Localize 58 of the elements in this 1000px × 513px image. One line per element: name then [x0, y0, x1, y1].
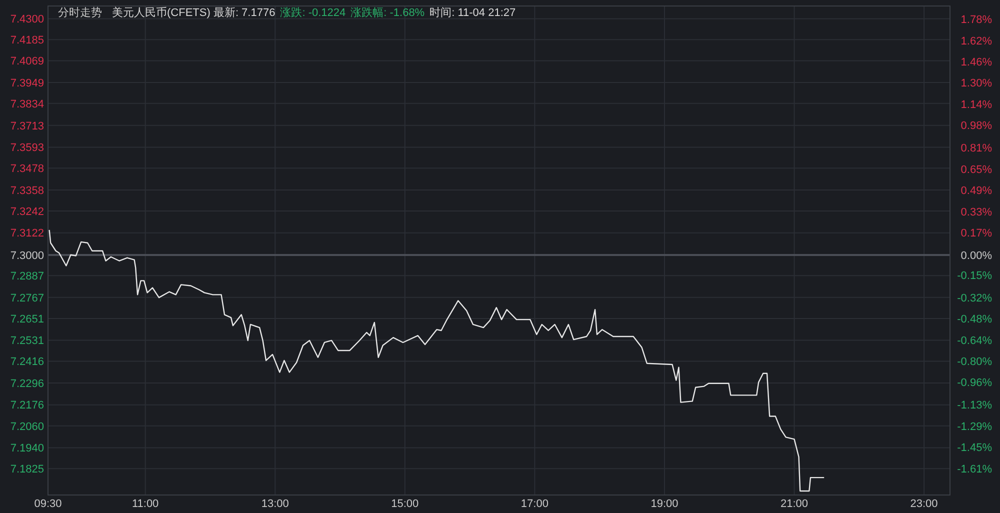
y-tick-label: 7.3000 [10, 250, 44, 262]
y2-tick-label: -1.29% [957, 420, 992, 433]
y2-tick-label: 1.46% [960, 56, 992, 69]
y-tick-label: 7.2651 [10, 313, 44, 326]
x-tick-label: 09:30 [34, 498, 62, 510]
annotation: 涨跌: -0.1224 [280, 7, 346, 19]
y2-tick-label: 0.65% [960, 164, 992, 176]
x-tick-label: 11:00 [132, 498, 159, 510]
y2-tick-label: 1.78% [960, 14, 992, 26]
y2-tick-label: 1.14% [960, 98, 992, 111]
y-tick-label: 7.2416 [10, 356, 44, 368]
y2-tick-label: 0.49% [960, 185, 992, 198]
y2-tick-label: -1.61% [957, 463, 992, 476]
y-tick-label: 7.3713 [10, 120, 44, 132]
y-tick-label: 7.2767 [10, 292, 44, 304]
y-tick-label: 7.3242 [10, 206, 44, 218]
x-tick-label: 23:00 [910, 498, 938, 510]
y2-tick-label: -0.48% [957, 314, 992, 326]
x-tick-label: 21:00 [780, 498, 808, 510]
y-tick-label: 7.2887 [10, 270, 44, 282]
y-tick-label: 7.4300 [10, 14, 44, 26]
y-tick-label: 7.3358 [10, 184, 44, 197]
y-tick-label: 7.2176 [10, 400, 44, 412]
y2-tick-label: 0.17% [960, 227, 992, 240]
y-tick-label: 7.3122 [10, 228, 44, 240]
y2-tick-label: -1.13% [957, 400, 992, 412]
y-tick-label: 7.4185 [10, 34, 44, 46]
y2-tick-label: -1.45% [957, 442, 992, 454]
y2-tick-label: -0.15% [957, 270, 992, 282]
y2-tick-label: 0.00% [960, 250, 992, 262]
x-tick-label: 19:00 [650, 498, 678, 510]
y-tick-label: 7.1825 [10, 463, 44, 476]
y-tick-label: 7.3949 [10, 77, 44, 90]
y-tick-label: 7.3593 [10, 142, 44, 154]
chart-title: 分时走势 [58, 6, 102, 19]
x-tick-label: 13:00 [261, 498, 289, 510]
y2-tick-label: 0.33% [960, 206, 992, 218]
y2-tick-label: -0.32% [957, 292, 992, 304]
annotation: 时间: 11-04 21:27 [430, 6, 516, 19]
y-tick-label: 7.3834 [10, 98, 44, 110]
y-tick-label: 7.2060 [10, 420, 44, 433]
y-tick-label: 7.2296 [10, 378, 44, 390]
annotation: 美元人民币(CFETS) 最新: 7.1776 [112, 6, 276, 19]
x-tick-label: 15:00 [391, 498, 419, 510]
line-series [48, 229, 825, 492]
y-tick-label: 7.1940 [10, 442, 44, 455]
y2-tick-label: 1.62% [960, 35, 992, 48]
y-tick-label: 7.3478 [10, 163, 44, 175]
y2-tick-label: -0.96% [957, 377, 992, 390]
x-tick-label: 17:00 [520, 498, 548, 510]
y2-tick-label: -0.80% [957, 356, 992, 368]
y-tick-label: 7.4069 [10, 56, 44, 68]
annotation: 涨跌幅: -1.68% [350, 7, 425, 19]
y2-tick-label: 0.81% [960, 142, 992, 155]
y2-tick-label: 0.98% [960, 120, 992, 132]
y2-tick-label: -0.64% [957, 334, 992, 347]
y2-tick-label: 1.30% [960, 78, 992, 90]
y-tick-label: 7.2531 [10, 335, 44, 348]
